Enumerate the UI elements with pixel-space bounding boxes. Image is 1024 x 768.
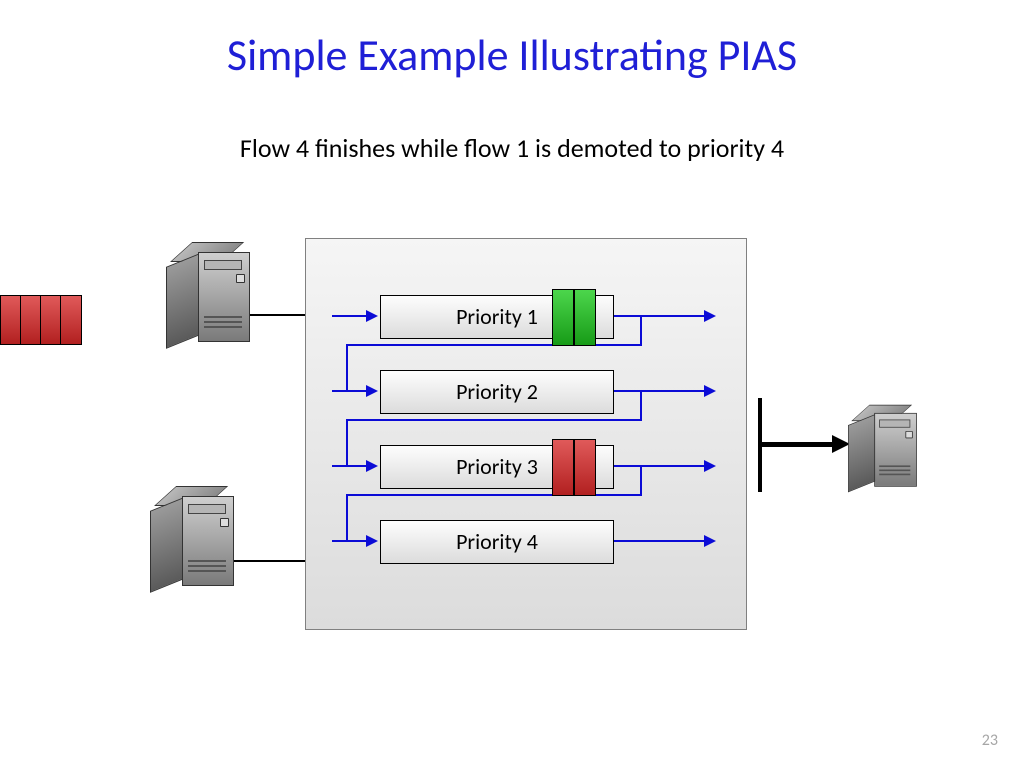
- queue-in-arrow: [332, 540, 368, 542]
- green-packet: [552, 289, 574, 346]
- server-icon: [166, 246, 256, 346]
- connector-line: [234, 560, 305, 562]
- arrow-head-icon: [366, 385, 378, 397]
- queue-loop-segment: [640, 315, 642, 345]
- queue-loop-segment: [346, 419, 642, 421]
- red-packet: [0, 295, 22, 345]
- priority-queue: Priority 2: [380, 370, 614, 414]
- queue-loop-segment: [640, 390, 642, 420]
- output-arrow-line: [760, 442, 834, 447]
- server-icon: [150, 490, 240, 590]
- arrow-head-icon: [704, 385, 716, 397]
- arrow-head-icon: [366, 460, 378, 472]
- page-number: 23: [982, 731, 998, 750]
- arrow-head-icon: [704, 310, 716, 322]
- arrow-head-icon: [704, 460, 716, 472]
- connector-line: [250, 314, 305, 316]
- queue-in-arrow: [332, 315, 368, 317]
- page-title: Simple Example Illustrating PIAS: [0, 28, 1024, 82]
- queue-loop-segment: [346, 344, 642, 346]
- priority-queue: Priority 4: [380, 520, 614, 564]
- queue-in-arrow: [332, 390, 368, 392]
- queue-loop-segment: [346, 344, 348, 391]
- queue-in-arrow: [332, 465, 368, 467]
- queue-out-arrow: [614, 315, 706, 317]
- queue-loop-segment: [640, 465, 642, 495]
- queue-loop-segment: [346, 494, 642, 496]
- green-packet: [574, 289, 596, 346]
- red-packet: [60, 295, 82, 345]
- red-packet: [552, 439, 574, 496]
- queue-out-arrow: [614, 390, 706, 392]
- queue-loop-segment: [346, 494, 348, 541]
- arrow-head-icon: [366, 535, 378, 547]
- queue-loop-segment: [346, 419, 348, 466]
- queue-out-arrow: [614, 465, 706, 467]
- red-packet: [40, 295, 62, 345]
- page-subtitle: Flow 4 finishes while flow 1 is demoted …: [0, 132, 1024, 164]
- server-icon: [848, 408, 922, 490]
- arrow-head-icon: [704, 535, 716, 547]
- red-packet: [20, 295, 42, 345]
- arrow-head-icon: [366, 310, 378, 322]
- red-packet: [574, 439, 596, 496]
- queue-out-arrow: [614, 540, 706, 542]
